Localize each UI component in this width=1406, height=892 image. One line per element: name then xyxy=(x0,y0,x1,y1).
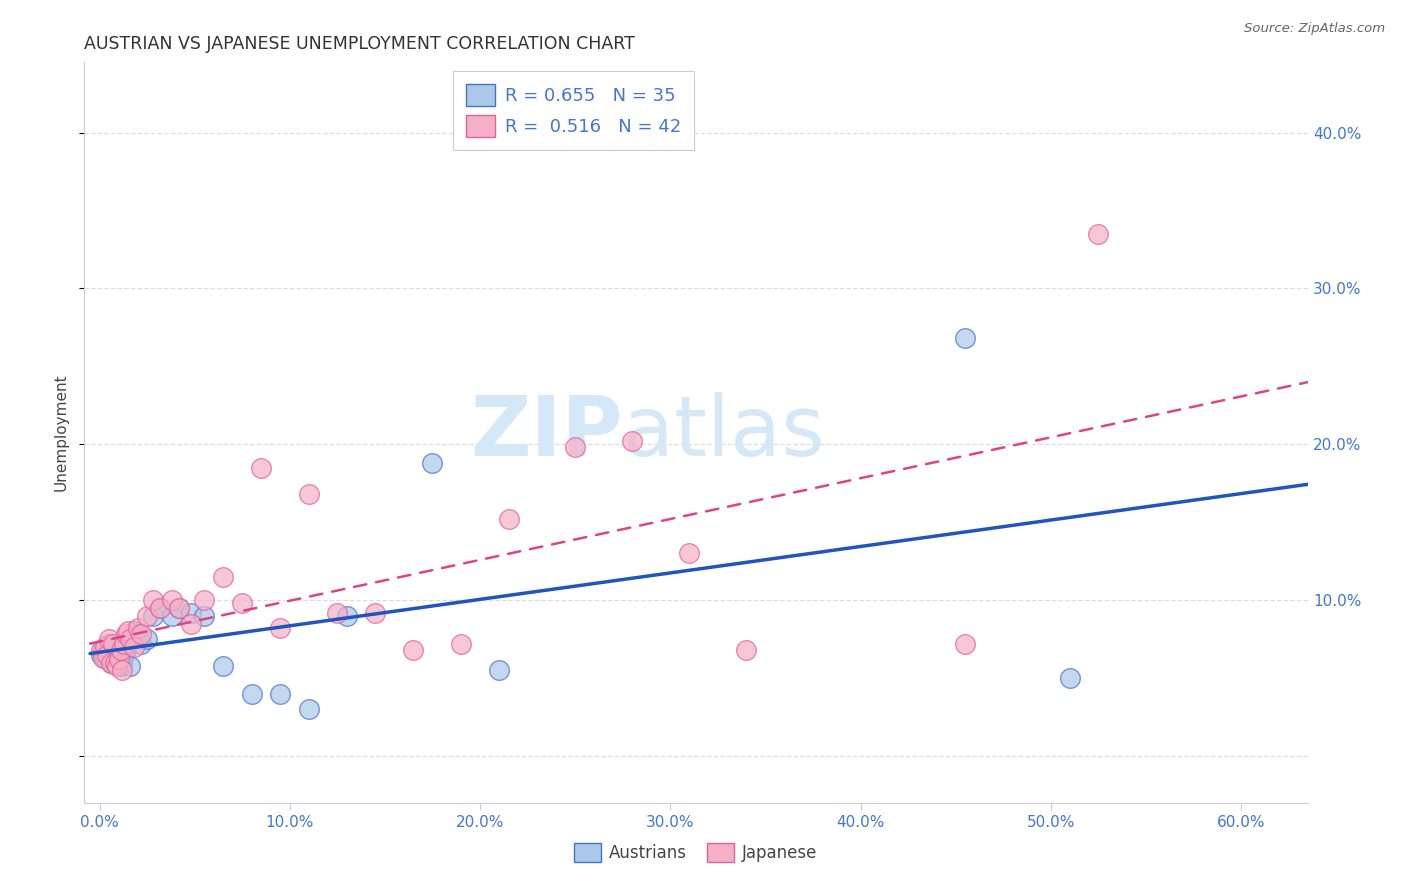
Point xyxy=(149,601,172,615)
Point xyxy=(110,643,132,657)
Point xyxy=(96,640,118,654)
Point xyxy=(180,616,202,631)
Point xyxy=(621,434,644,449)
Text: AUSTRIAN VS JAPANESE UNEMPLOYMENT CORRELATION CHART: AUSTRIAN VS JAPANESE UNEMPLOYMENT CORREL… xyxy=(84,35,636,53)
Point xyxy=(122,640,145,654)
Point xyxy=(104,640,127,654)
Point xyxy=(193,593,215,607)
Point xyxy=(117,637,139,651)
Point xyxy=(1087,227,1109,241)
Point xyxy=(422,456,444,470)
Point xyxy=(488,663,510,677)
Point xyxy=(1059,671,1081,685)
Point xyxy=(96,648,118,662)
Point xyxy=(269,687,291,701)
Point xyxy=(735,643,758,657)
Point xyxy=(212,570,235,584)
Point xyxy=(326,606,349,620)
Point xyxy=(90,648,112,662)
Legend: Austrians, Japanese: Austrians, Japanese xyxy=(568,836,824,869)
Point xyxy=(94,640,117,654)
Point xyxy=(100,656,122,670)
Point xyxy=(564,441,586,455)
Point xyxy=(678,546,700,560)
Point xyxy=(336,608,359,623)
Point xyxy=(118,632,141,647)
Point xyxy=(127,621,149,635)
Point xyxy=(107,652,129,666)
Point xyxy=(98,632,121,647)
Point xyxy=(131,637,153,651)
Point xyxy=(160,608,183,623)
Text: atlas: atlas xyxy=(623,392,824,473)
Point xyxy=(142,593,165,607)
Text: Source: ZipAtlas.com: Source: ZipAtlas.com xyxy=(1244,22,1385,36)
Point xyxy=(364,606,387,620)
Point xyxy=(169,601,191,615)
Y-axis label: Unemployment: Unemployment xyxy=(53,374,69,491)
Point xyxy=(127,627,149,641)
Point xyxy=(107,652,129,666)
Point xyxy=(953,637,976,651)
Point xyxy=(269,621,291,635)
Point xyxy=(136,632,159,647)
Point xyxy=(112,637,135,651)
Point xyxy=(94,650,117,665)
Point xyxy=(953,331,976,345)
Point xyxy=(118,658,141,673)
Point xyxy=(100,656,122,670)
Point xyxy=(250,460,273,475)
Point xyxy=(240,687,263,701)
Point xyxy=(105,643,128,657)
Point xyxy=(169,601,191,615)
Point xyxy=(142,608,165,623)
Point xyxy=(111,656,134,670)
Point xyxy=(104,656,127,670)
Point xyxy=(110,658,132,673)
Point xyxy=(115,627,138,641)
Point xyxy=(115,643,138,657)
Point xyxy=(402,643,425,657)
Point xyxy=(98,637,121,651)
Point xyxy=(105,658,128,673)
Point xyxy=(212,658,235,673)
Point xyxy=(112,648,135,662)
Point xyxy=(101,637,124,651)
Point xyxy=(498,512,520,526)
Point xyxy=(93,643,115,657)
Point xyxy=(149,601,172,615)
Point xyxy=(136,608,159,623)
Text: ZIP: ZIP xyxy=(470,392,623,473)
Point xyxy=(101,648,124,662)
Point xyxy=(450,637,472,651)
Point xyxy=(111,663,134,677)
Point xyxy=(117,624,139,639)
Point xyxy=(93,650,115,665)
Point xyxy=(180,606,202,620)
Point xyxy=(298,702,321,716)
Point xyxy=(298,487,321,501)
Point xyxy=(122,624,145,639)
Point xyxy=(131,627,153,641)
Point xyxy=(231,596,253,610)
Point xyxy=(193,608,215,623)
Point xyxy=(160,593,183,607)
Point xyxy=(90,643,112,657)
